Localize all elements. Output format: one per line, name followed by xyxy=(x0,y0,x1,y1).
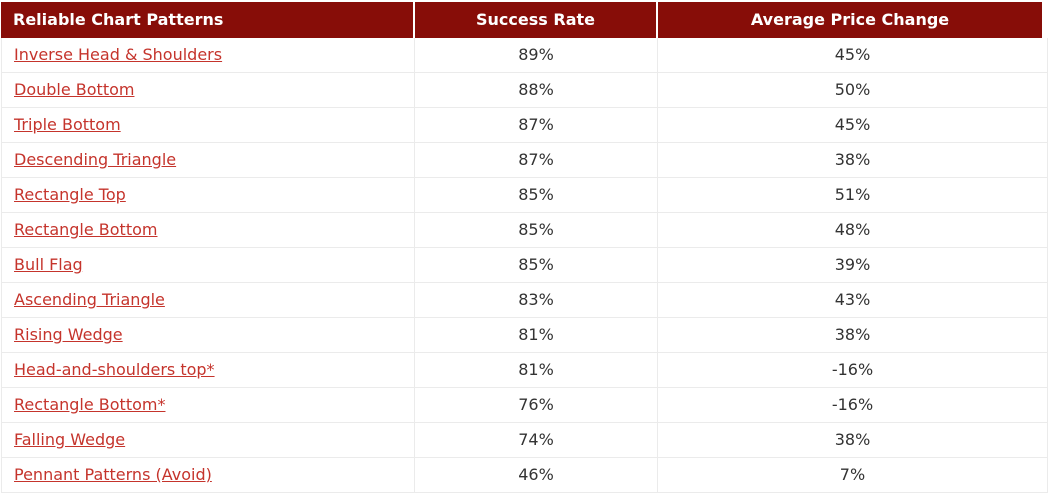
pattern-link[interactable]: Triple Bottom xyxy=(14,115,121,134)
avg-price-change-cell: 45% xyxy=(658,38,1048,73)
pattern-link[interactable]: Ascending Triangle xyxy=(14,290,165,309)
success-rate-cell: 87% xyxy=(415,108,658,143)
pattern-cell: Ascending Triangle xyxy=(1,283,415,318)
success-rate-cell: 88% xyxy=(415,73,658,108)
pattern-cell: Falling Wedge xyxy=(1,423,415,458)
success-rate-cell: 76% xyxy=(415,388,658,423)
avg-price-change-cell: -16% xyxy=(658,388,1048,423)
table-row: Rectangle Bottom* 76% -16% xyxy=(1,388,1048,423)
column-header-reliable-chart-patterns: Reliable Chart Patterns xyxy=(1,2,415,38)
table-row: Head-and-shoulders top* 81% -16% xyxy=(1,353,1048,388)
table-row: Ascending Triangle 83% 43% xyxy=(1,283,1048,318)
table-row: Rectangle Bottom 85% 48% xyxy=(1,213,1048,248)
success-rate-cell: 83% xyxy=(415,283,658,318)
pattern-link[interactable]: Falling Wedge xyxy=(14,430,126,449)
pattern-link[interactable]: Bull Flag xyxy=(14,255,83,274)
pattern-link[interactable]: Rectangle Bottom* xyxy=(14,395,166,414)
table-row: Pennant Patterns (Avoid) 46% 7% xyxy=(1,458,1048,493)
pattern-link[interactable]: Inverse Head & Shoulders xyxy=(14,45,223,64)
pattern-link[interactable]: Pennant Patterns (Avoid) xyxy=(14,465,212,484)
pattern-cell: Rising Wedge xyxy=(1,318,415,353)
pattern-link[interactable]: Rectangle Top xyxy=(14,185,126,204)
success-rate-cell: 85% xyxy=(415,248,658,283)
success-rate-cell: 89% xyxy=(415,38,658,73)
pattern-cell: Rectangle Bottom xyxy=(1,213,415,248)
success-rate-cell: 81% xyxy=(415,353,658,388)
pattern-link[interactable]: Descending Triangle xyxy=(14,150,177,169)
pattern-link[interactable]: Head-and-shoulders top* xyxy=(14,360,215,379)
table-row: Inverse Head & Shoulders 89% 45% xyxy=(1,38,1048,73)
success-rate-cell: 81% xyxy=(415,318,658,353)
avg-price-change-cell: 45% xyxy=(658,108,1048,143)
success-rate-cell: 85% xyxy=(415,213,658,248)
pattern-cell: Double Bottom xyxy=(1,73,415,108)
table-row: Triple Bottom 87% 45% xyxy=(1,108,1048,143)
pattern-cell: Rectangle Top xyxy=(1,178,415,213)
success-rate-cell: 46% xyxy=(415,458,658,493)
pattern-link[interactable]: Double Bottom xyxy=(14,80,135,99)
table-row: Double Bottom 88% 50% xyxy=(1,73,1048,108)
success-rate-cell: 74% xyxy=(415,423,658,458)
patterns-table-body: Inverse Head & Shoulders 89% 45% Double Bot… xyxy=(1,38,1048,493)
avg-price-change-cell: 39% xyxy=(658,248,1048,283)
header-row: Reliable Chart Patterns Success Rate Ave… xyxy=(1,2,1048,38)
avg-price-change-cell: 38% xyxy=(658,318,1048,353)
pattern-cell: Triple Bottom xyxy=(1,108,415,143)
avg-price-change-cell: 50% xyxy=(658,73,1048,108)
success-rate-cell: 87% xyxy=(415,143,658,178)
table-row: Descending Triangle 87% 38% xyxy=(1,143,1048,178)
pattern-link[interactable]: Rising Wedge xyxy=(14,325,123,344)
table-row: Rectangle Top 85% 51% xyxy=(1,178,1048,213)
success-rate-cell: 85% xyxy=(415,178,658,213)
table-header: Reliable Chart Patterns Success Rate Ave… xyxy=(1,2,1048,38)
table-row: Bull Flag 85% 39% xyxy=(1,248,1048,283)
avg-price-change-cell: 48% xyxy=(658,213,1048,248)
avg-price-change-cell: -16% xyxy=(658,353,1048,388)
column-header-success-rate: Success Rate xyxy=(415,2,658,38)
pattern-cell: Rectangle Bottom* xyxy=(1,388,415,423)
avg-price-change-cell: 51% xyxy=(658,178,1048,213)
pattern-cell: Bull Flag xyxy=(1,248,415,283)
pattern-cell: Pennant Patterns (Avoid) xyxy=(1,458,415,493)
column-header-average-price-change: Average Price Change xyxy=(658,2,1048,38)
avg-price-change-cell: 38% xyxy=(658,423,1048,458)
pattern-link[interactable]: Rectangle Bottom xyxy=(14,220,158,239)
avg-price-change-cell: 38% xyxy=(658,143,1048,178)
pattern-cell: Inverse Head & Shoulders xyxy=(1,38,415,73)
pattern-cell: Head-and-shoulders top* xyxy=(1,353,415,388)
avg-price-change-cell: 7% xyxy=(658,458,1048,493)
table-row: Rising Wedge 81% 38% xyxy=(1,318,1048,353)
table-row: Falling Wedge 74% 38% xyxy=(1,423,1048,458)
pattern-cell: Descending Triangle xyxy=(1,143,415,178)
avg-price-change-cell: 43% xyxy=(658,283,1048,318)
